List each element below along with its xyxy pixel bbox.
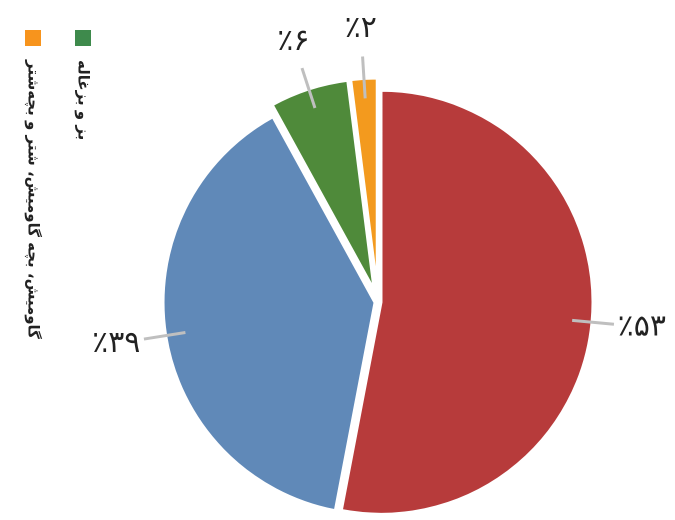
legend-swatch — [25, 30, 41, 46]
legend-label: بز و بزغاله — [75, 60, 93, 140]
value-label: ٪۲ — [345, 10, 377, 45]
legend-swatch — [75, 30, 91, 46]
leader-line — [571, 318, 615, 326]
value-label: ٪۵۳ — [618, 308, 666, 343]
leader-line — [361, 56, 367, 99]
value-label: ٪۳۹ — [92, 325, 140, 360]
legend-label: گاومیش، بچه گاومیش، شتر و بچه‌شتر — [24, 59, 43, 339]
leader-line — [143, 331, 186, 341]
leader-line — [300, 67, 317, 109]
pie-slice — [339, 88, 595, 516]
value-label: ٪۶ — [277, 23, 309, 58]
